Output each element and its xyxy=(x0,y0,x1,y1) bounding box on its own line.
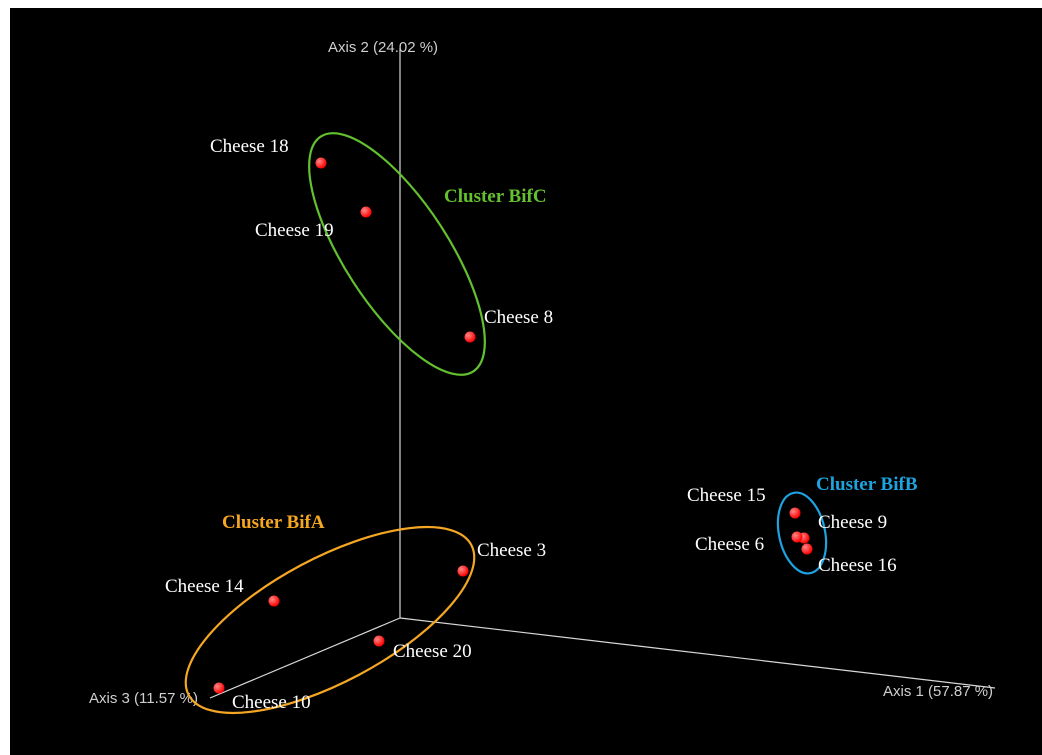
axis-3-label: Axis 3 (11.57 %) xyxy=(89,690,198,707)
point-label: Cheese 10 xyxy=(232,692,311,713)
point-label: Cheese 9 xyxy=(818,512,887,533)
cluster-label-bifc: Cluster BifC xyxy=(444,186,547,207)
data-point xyxy=(801,543,813,555)
cluster-ellipse-bifa xyxy=(184,525,476,715)
point-label: Cheese 14 xyxy=(165,576,244,597)
point-label: Cheese 6 xyxy=(695,534,764,555)
cluster-label-bifa: Cluster BifA xyxy=(222,512,325,533)
data-point xyxy=(213,682,225,694)
axis-1-line xyxy=(399,617,996,689)
data-point xyxy=(373,635,385,647)
point-label: Cheese 16 xyxy=(818,555,897,576)
cluster-ellipse-bifb xyxy=(776,491,828,575)
axis-1-label: Axis 1 (57.87 %) xyxy=(883,683,993,700)
cluster-ellipse-bifc xyxy=(308,132,486,376)
plot-area: Axis 2 (24.02 %) Axis 1 (57.87 %) Axis 3 (… xyxy=(10,8,1042,755)
data-point xyxy=(789,507,801,519)
axis-3-line xyxy=(209,617,401,699)
point-label: Cheese 18 xyxy=(210,136,289,157)
data-point xyxy=(360,206,372,218)
data-point xyxy=(464,331,476,343)
point-label: Cheese 20 xyxy=(393,641,472,662)
axis-2-label: Axis 2 (24.02 %) xyxy=(328,39,438,56)
point-label: Cheese 8 xyxy=(484,307,553,328)
scatter-3d-svg: Axis 2 (24.02 %) Axis 1 (57.87 %) Axis 3 (… xyxy=(89,39,996,715)
data-point xyxy=(268,595,280,607)
point-label: Cheese 3 xyxy=(477,540,546,561)
data-point xyxy=(315,157,327,169)
point-label: Cheese 15 xyxy=(687,485,766,506)
point-label: Cheese 19 xyxy=(255,220,334,241)
cluster-label-bifb: Cluster BifB xyxy=(816,474,918,495)
data-point xyxy=(457,565,469,577)
data-point xyxy=(791,531,803,543)
